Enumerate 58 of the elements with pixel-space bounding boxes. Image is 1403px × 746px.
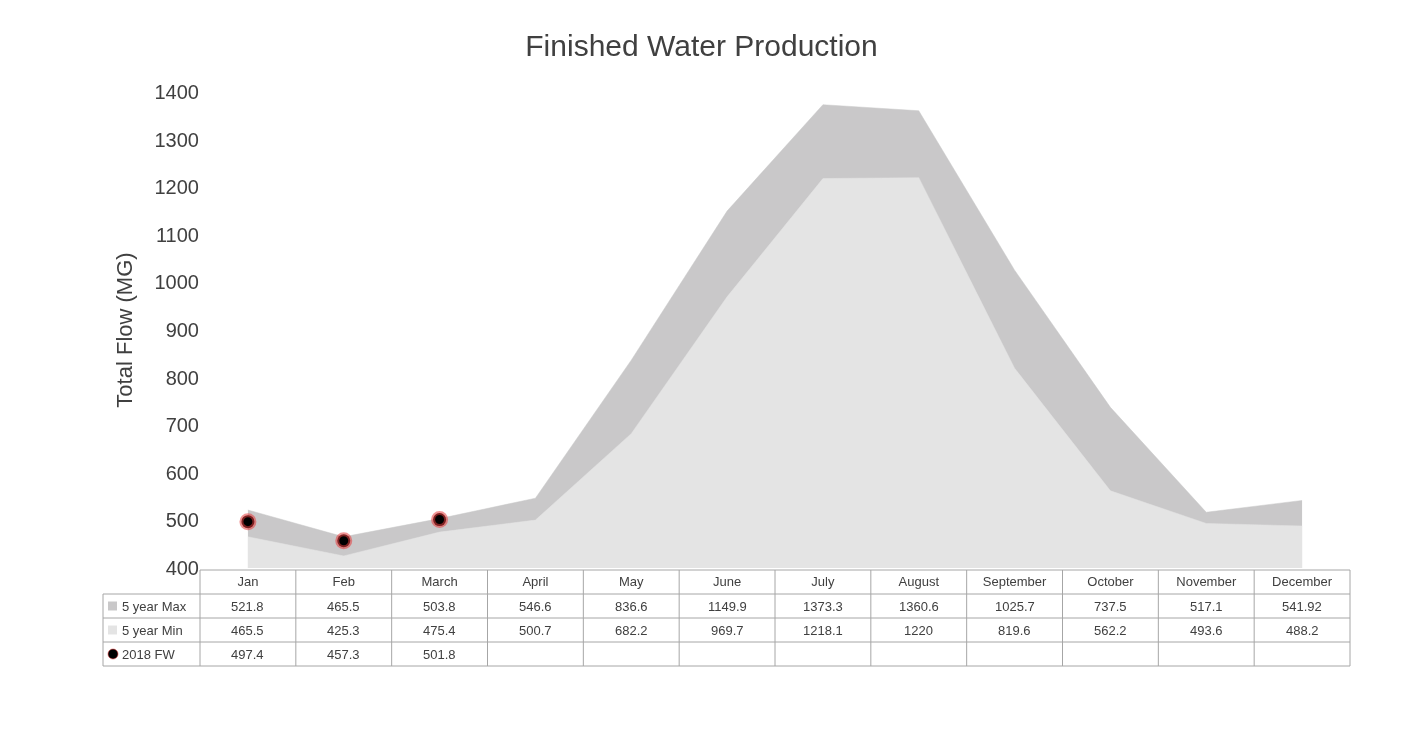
- y-tick-label: 400: [165, 557, 199, 579]
- y-tick-label: 800: [165, 366, 199, 389]
- y-tick-label: 1200: [154, 176, 199, 199]
- x-tick-label: December: [1272, 574, 1333, 589]
- data-label: 737.5: [1094, 599, 1127, 614]
- data-label: 493.6: [1190, 623, 1223, 638]
- y-tick-label: 1300: [154, 128, 199, 151]
- data-label: 465.5: [231, 623, 264, 638]
- x-tick-label: Feb: [332, 574, 355, 589]
- data-label: 521.8: [231, 599, 264, 614]
- y-tick-label: 1100: [155, 223, 199, 246]
- data-label: 541.92: [1282, 599, 1322, 614]
- data-label: 682.2: [615, 623, 648, 638]
- point: [431, 511, 449, 529]
- data-label: 1220: [904, 623, 933, 638]
- data-label: 1360.6: [899, 599, 939, 614]
- data-label: 465.5: [327, 599, 360, 614]
- x-tick-label: April: [522, 574, 549, 589]
- data-label: 1373.3: [803, 599, 843, 614]
- data-label: 836.6: [615, 599, 648, 614]
- point: [335, 532, 353, 550]
- y-tick-label: 600: [165, 461, 199, 484]
- data-label: 1218.1: [803, 623, 843, 638]
- data-label: 488.2: [1286, 623, 1319, 638]
- x-tick-label: July: [811, 574, 835, 589]
- y-tick-label: 1000: [154, 271, 199, 294]
- data-label: 497.4: [231, 647, 264, 662]
- x-tick-label: May: [618, 574, 645, 589]
- data-label: 503.8: [423, 599, 456, 614]
- x-tick-label: October: [1087, 574, 1135, 589]
- data-label: 457.3: [327, 647, 360, 662]
- x-tick-label: Jan: [237, 574, 259, 589]
- y-axis-title: Total Flow (MG): [112, 252, 138, 408]
- data-label: 819.6: [998, 623, 1031, 638]
- legend-label: 2018 FW: [122, 647, 176, 662]
- y-tick-label: 900: [165, 319, 199, 341]
- y-tick-label: 1400: [154, 81, 199, 103]
- data-label: 517.1: [1190, 599, 1223, 614]
- legend-label: 5 year Min: [122, 623, 183, 638]
- x-tick-label: September: [982, 574, 1048, 589]
- point: [239, 513, 257, 531]
- data-label: 501.8: [423, 647, 456, 662]
- x-tick-label: March: [421, 574, 458, 589]
- data-label: 546.6: [519, 599, 552, 614]
- data-label: 500.7: [519, 623, 552, 638]
- data-label: 1025.7: [995, 599, 1035, 614]
- x-tick-label: August: [898, 574, 940, 589]
- legend-label: 5 year Max: [122, 599, 187, 614]
- data-label: 475.4: [423, 623, 456, 638]
- y-tick-label: 500: [165, 509, 199, 532]
- x-tick-label: June: [712, 574, 742, 589]
- x-tick-label: November: [1176, 574, 1237, 589]
- data-label: 969.7: [711, 623, 744, 638]
- data-label: 425.3: [327, 623, 360, 638]
- y-tick-label: 700: [165, 414, 199, 437]
- data-label: 1149.9: [708, 599, 747, 614]
- data-label: 562.2: [1094, 623, 1127, 638]
- chart-title: Finished Water Production: [525, 29, 878, 62]
